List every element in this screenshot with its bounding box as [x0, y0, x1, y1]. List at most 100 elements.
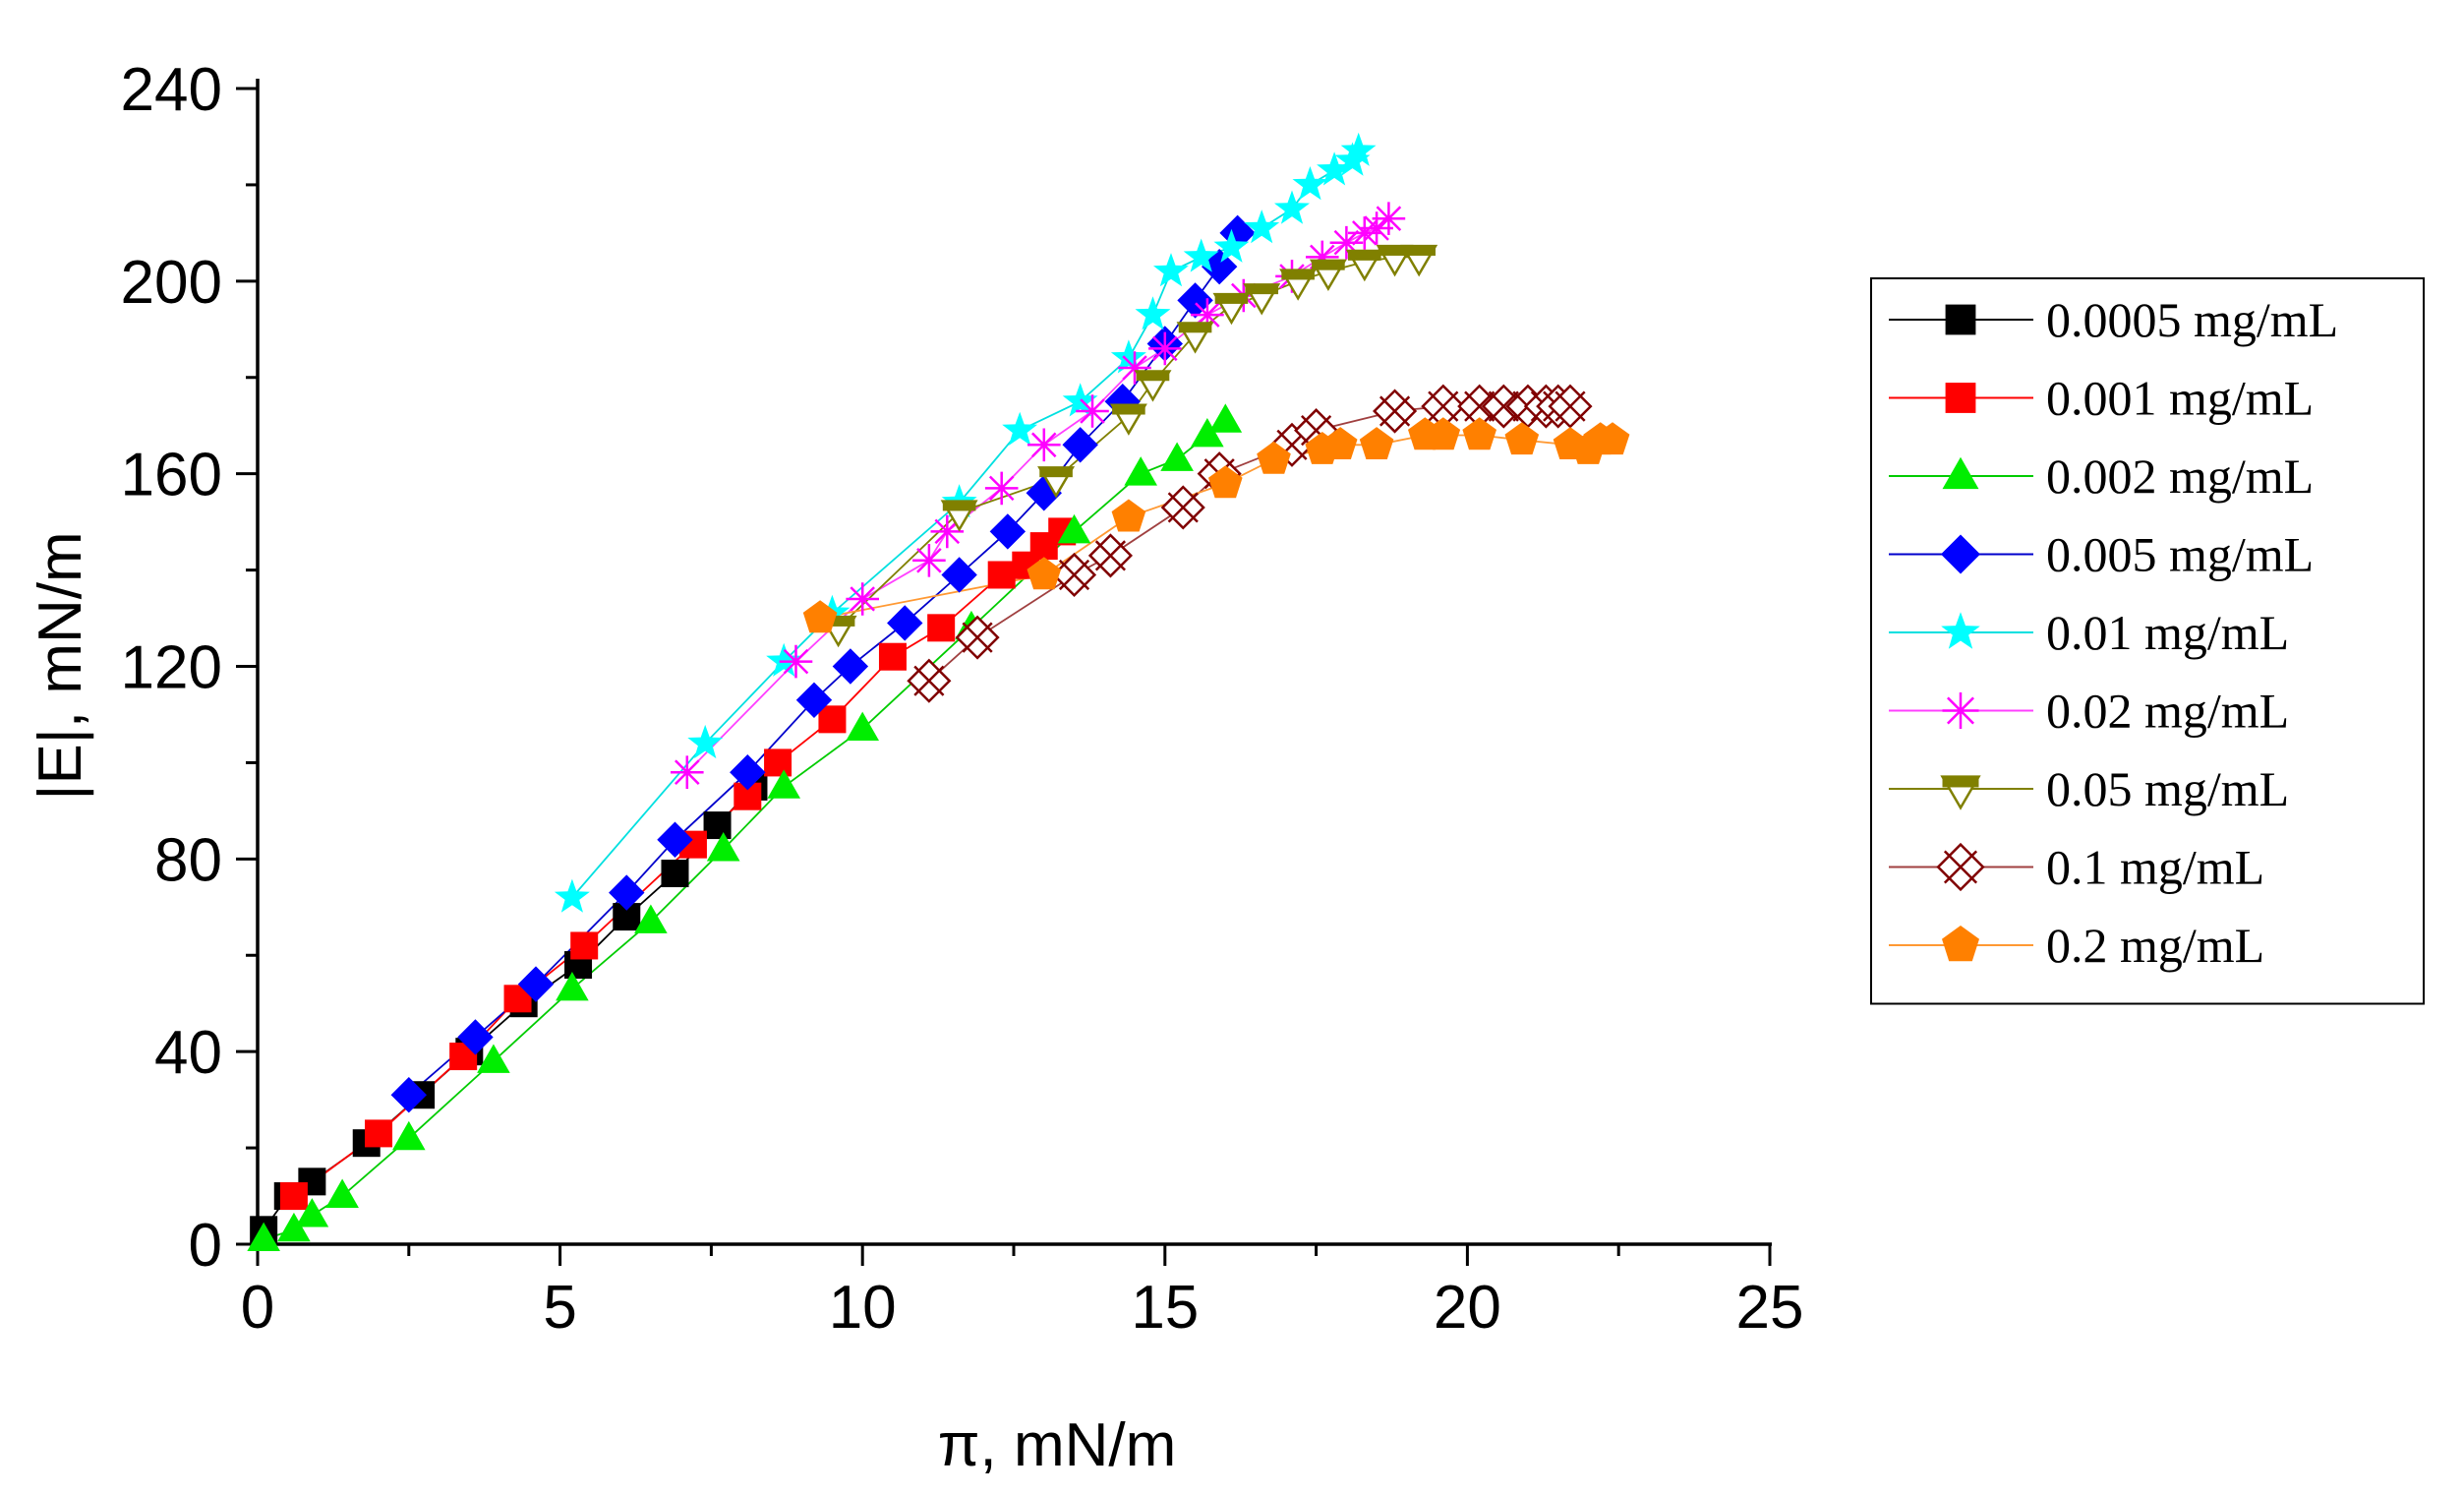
data-point: [390, 1077, 427, 1113]
data-point: [930, 514, 965, 549]
data-point: [987, 561, 1016, 589]
data-point: [730, 754, 766, 791]
axes: 0 40 80 120 160 200 240 0 5 10 15 20 25: [121, 56, 1804, 1342]
data-point: [1504, 422, 1540, 455]
data-point: [392, 1120, 426, 1151]
data-point: [1062, 383, 1098, 417]
data-point: [1213, 228, 1250, 263]
data-point: [1345, 249, 1383, 282]
data-point: [1160, 485, 1205, 530]
legend-label: 0.05 mg/mL: [2046, 761, 2289, 816]
data-point: [1462, 417, 1496, 450]
data-point: [1183, 238, 1219, 272]
data-point: [1135, 296, 1171, 330]
data-point: [1118, 351, 1151, 385]
data-point: [878, 642, 907, 671]
data-point: [767, 769, 801, 799]
data-point: [1340, 132, 1377, 166]
data-point: [1027, 428, 1061, 462]
legend-marker: [1936, 842, 1985, 892]
data-point: [795, 682, 833, 718]
data-point: [955, 615, 1000, 660]
data-point: [554, 878, 590, 913]
series-markers: [247, 132, 1630, 1252]
legend-item: 0.1 mg/mL: [1889, 840, 2264, 895]
legend-marker: [1945, 383, 1976, 413]
data-point: [940, 500, 978, 532]
data-point: [609, 874, 645, 911]
data-point: [1087, 533, 1133, 578]
data-point: [1134, 370, 1172, 402]
data-point: [764, 748, 792, 777]
data-point: [1076, 394, 1109, 428]
data-point: [1057, 513, 1091, 544]
x-tick-label: 10: [829, 1274, 897, 1342]
legend-marker: [1945, 304, 1976, 335]
x-tick-label: 20: [1434, 1274, 1501, 1342]
data-point: [984, 471, 1019, 506]
data-point: [1359, 427, 1394, 459]
data-point: [1595, 422, 1630, 455]
legend-label: 0.005 mg/mL: [2046, 527, 2314, 582]
data-point: [912, 544, 946, 577]
data-point: [1274, 190, 1310, 224]
data-point: [1257, 441, 1291, 474]
data-point: [706, 832, 740, 862]
data-point: [1208, 465, 1243, 499]
data-point: [1322, 427, 1358, 459]
legend-item: 0.001 mg/mL: [1889, 371, 2314, 426]
x-tick-label: 0: [241, 1274, 274, 1342]
data-point: [1309, 259, 1347, 292]
legend-item: 0.05 mg/mL: [1889, 761, 2289, 816]
data-point: [1208, 403, 1243, 433]
data-point: [1110, 339, 1146, 374]
data-point: [1279, 269, 1318, 301]
data-point: [846, 582, 879, 616]
data-point: [661, 860, 689, 888]
data-point: [365, 1119, 393, 1148]
data-point: [1548, 384, 1593, 429]
data-point: [1109, 403, 1147, 436]
data-point: [1160, 442, 1194, 471]
legend-item: 0.02 mg/mL: [1889, 684, 2289, 739]
data-point: [818, 705, 847, 734]
data-point: [1124, 456, 1157, 486]
data-point: [703, 811, 732, 840]
series-9-points: [802, 417, 1630, 633]
data-point: [277, 1212, 311, 1242]
data-point: [887, 605, 923, 641]
data-point: [1176, 322, 1214, 354]
data-point: [1317, 151, 1352, 186]
data-point: [832, 648, 869, 685]
data-point: [1002, 411, 1038, 446]
legend-marker: [1941, 612, 1980, 649]
legend-label: 0.02 mg/mL: [2046, 684, 2289, 739]
legend: 0.0005 mg/mL 0.001 mg/mL 0.002 mg/mL 0.005 …: [1870, 277, 2425, 1005]
series-8-points: [907, 384, 1593, 703]
data-point: [1111, 499, 1146, 532]
data-point: [1372, 202, 1406, 235]
data-point: [1421, 384, 1466, 429]
series-6-points: [671, 202, 1406, 789]
data-point: [1400, 244, 1438, 277]
legend-item: 0.2 mg/mL: [1889, 918, 2264, 973]
data-point: [1426, 417, 1461, 450]
data-point: [1457, 384, 1502, 429]
data-point: [556, 972, 589, 1001]
data-point: [1027, 557, 1062, 590]
data-point: [279, 1182, 308, 1211]
legend-label: 0.1 mg/mL: [2046, 840, 2264, 895]
x-axis-label: π, mN/m: [938, 1411, 1177, 1479]
data-point: [517, 966, 555, 1002]
y-tick-label: 120: [121, 634, 222, 702]
data-point: [1373, 389, 1418, 434]
data-point: [1037, 466, 1076, 499]
data-point: [1292, 166, 1328, 201]
legend-item: 0.002 mg/mL: [1889, 449, 2314, 504]
data-point: [457, 1019, 494, 1055]
data-point: [989, 513, 1027, 550]
data-point: [766, 642, 802, 677]
x-tick-label: 25: [1736, 1274, 1804, 1342]
